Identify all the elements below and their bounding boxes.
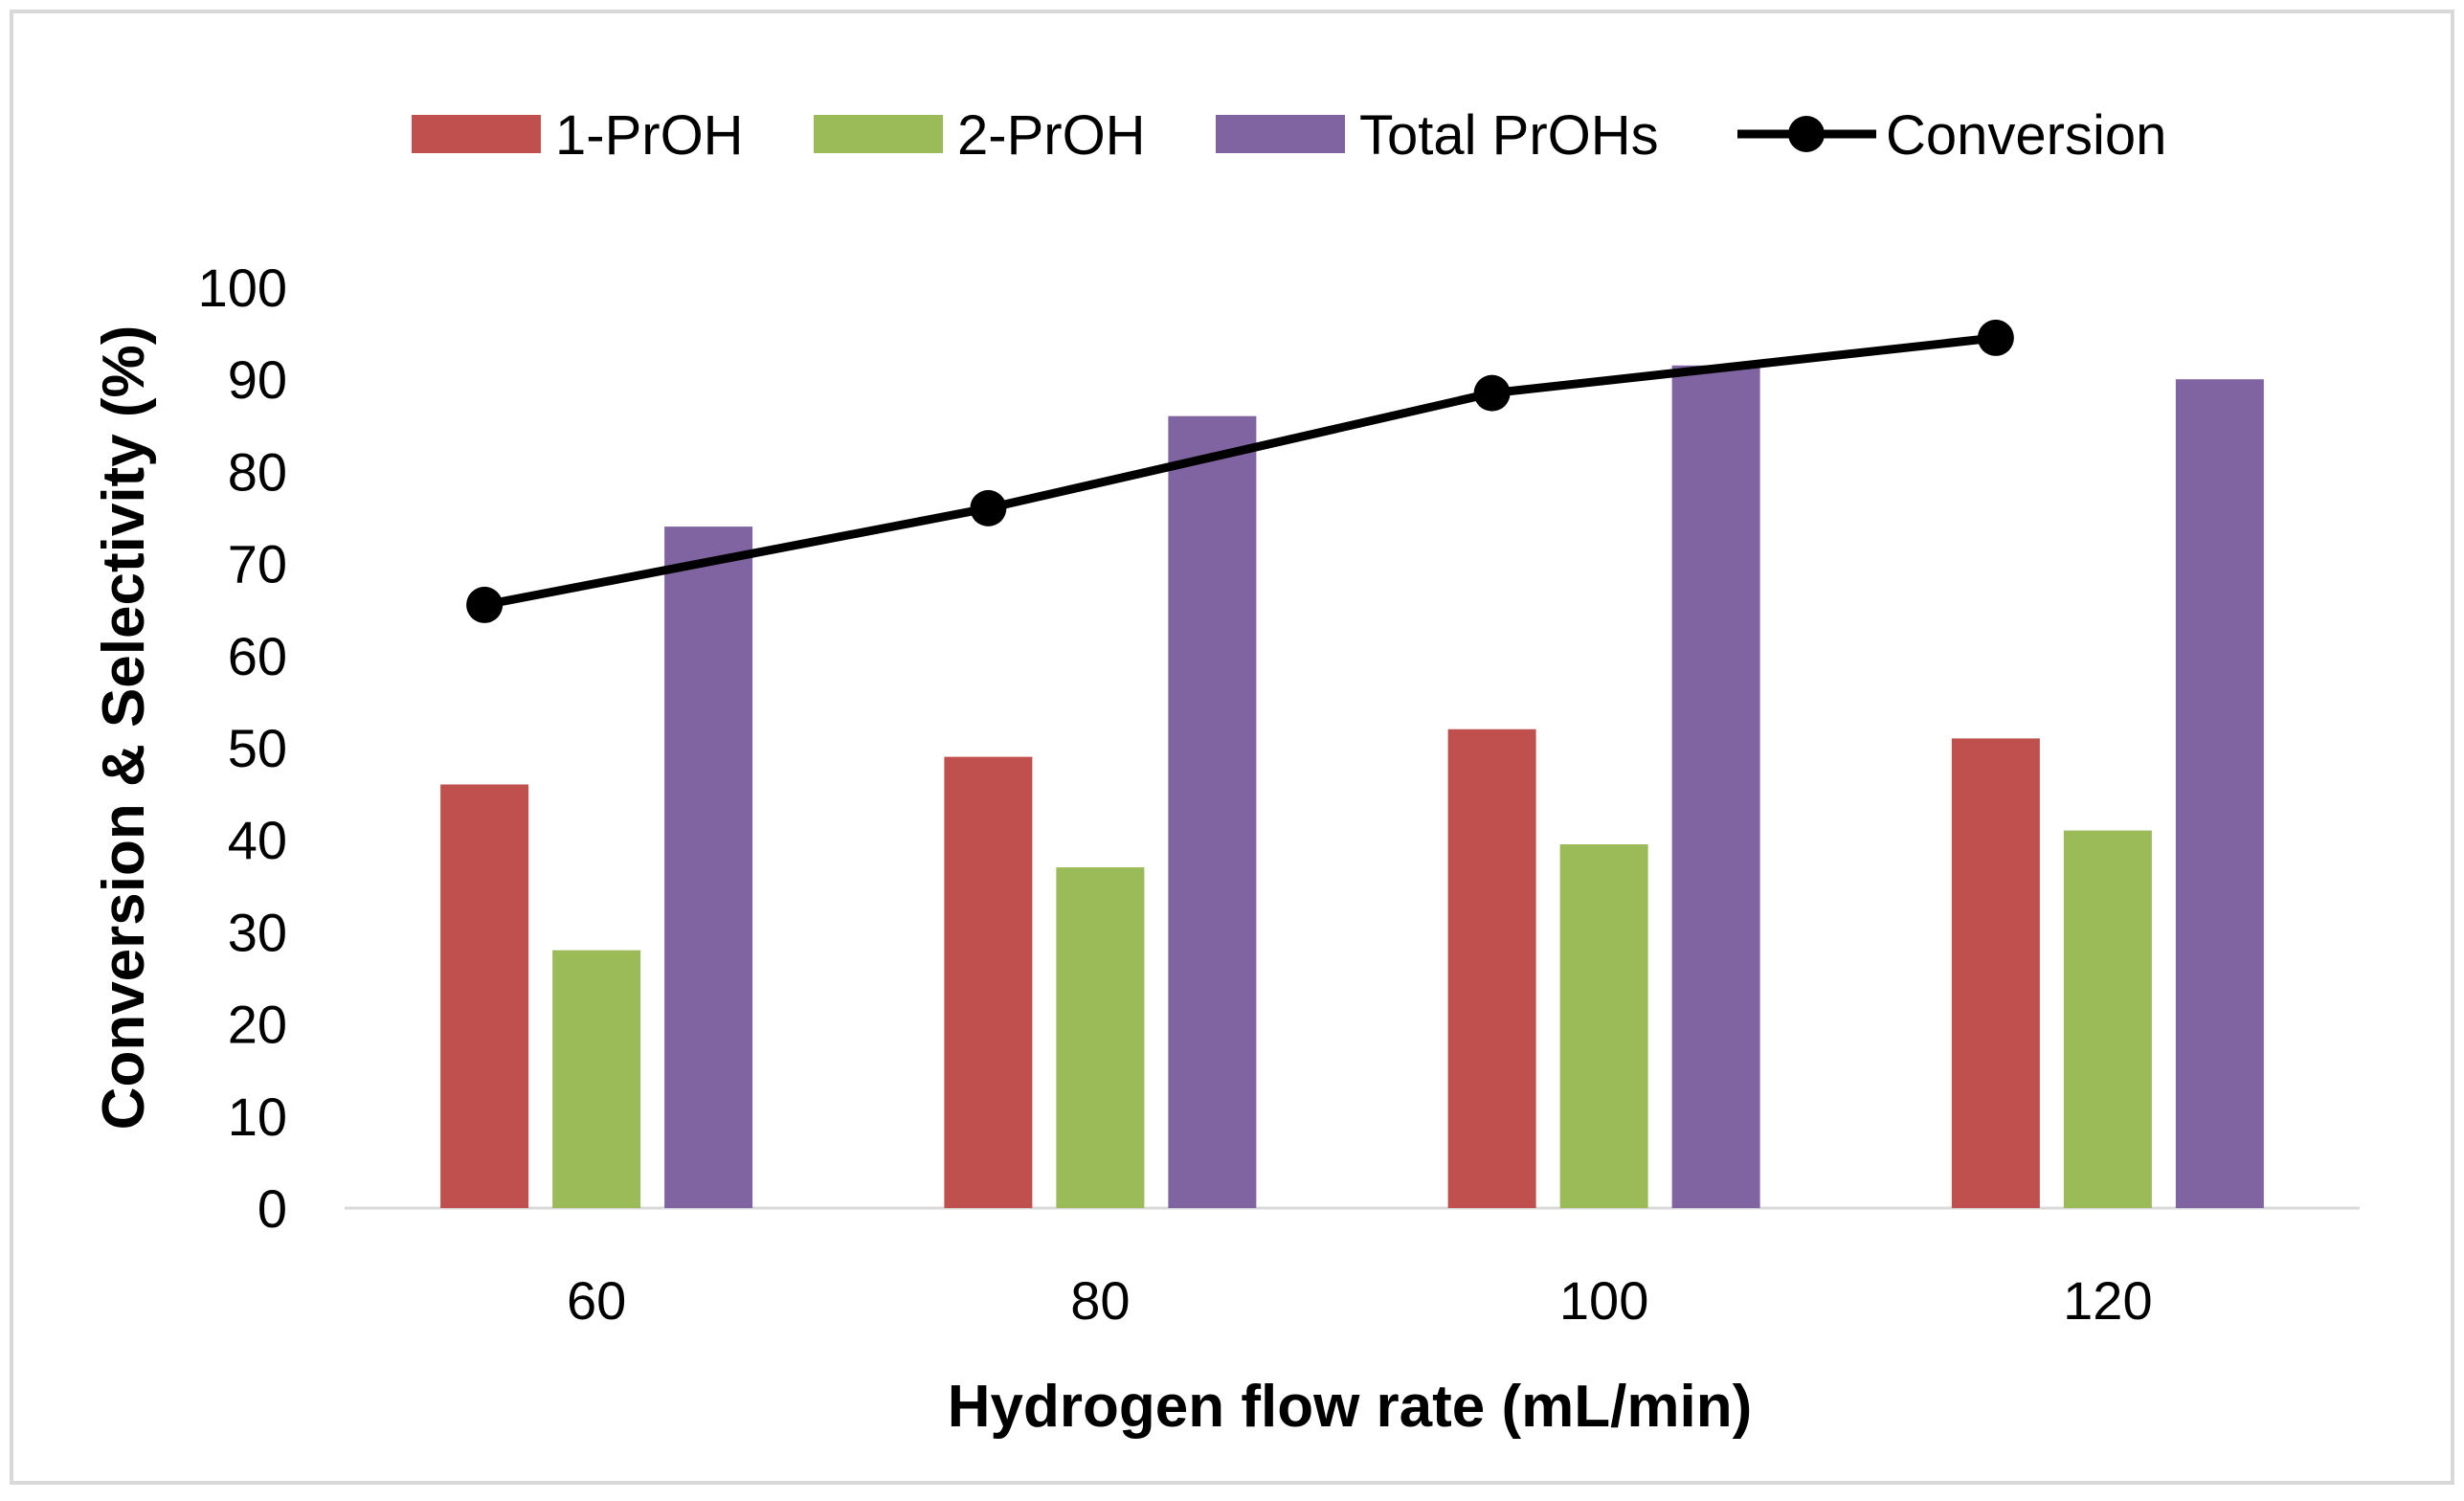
conversion-marker-60 <box>466 586 504 623</box>
x-axis-ticks: 60 80 100 120 <box>567 1270 2153 1331</box>
bar-2-proh-100 <box>1559 844 1648 1208</box>
conversion-line <box>483 333 1997 610</box>
y-tick-label: 10 <box>228 1087 287 1147</box>
bar-total-prohs-120 <box>2175 379 2264 1208</box>
bars <box>440 365 2264 1208</box>
y-tick-label: 60 <box>228 626 287 686</box>
bar-1-proh-80 <box>944 756 1033 1208</box>
conversion-marker-120 <box>1977 319 2014 356</box>
legend-swatch-2-proh <box>814 115 943 153</box>
bar-total-prohs-80 <box>1168 415 1257 1208</box>
x-tick-label: 60 <box>567 1270 626 1331</box>
legend-label: 1-PrOH <box>555 104 744 167</box>
bar-1-proh-120 <box>1951 738 2040 1208</box>
x-tick-label: 100 <box>1559 1270 1648 1331</box>
bar-2-proh-60 <box>552 950 641 1208</box>
legend-marker-conversion <box>1788 116 1825 152</box>
legend-swatch-1-proh <box>412 115 541 153</box>
bar-2-proh-80 <box>1056 867 1145 1208</box>
bar-1-proh-60 <box>440 784 529 1208</box>
legend-label: Total PrOHs <box>1359 104 1659 167</box>
y-tick-label: 100 <box>198 258 287 318</box>
bar-total-prohs-100 <box>1671 365 1760 1208</box>
legend-label: Conversion <box>1886 104 2166 167</box>
x-tick-label: 80 <box>1070 1270 1130 1331</box>
conversion-marker-80 <box>970 489 1007 526</box>
y-axis-ticks: 0 10 20 30 40 50 60 70 80 90 100 <box>198 258 287 1239</box>
conversion-series <box>466 319 2014 623</box>
conversion-marker-100 <box>1473 374 1511 412</box>
legend: 1-PrOH 2-PrOH Total PrOHs Conversion <box>412 104 2166 167</box>
y-tick-label: 20 <box>228 995 287 1055</box>
x-tick-label: 120 <box>2063 1270 2152 1331</box>
y-tick-label: 0 <box>258 1178 287 1239</box>
y-axis-title: Conversion & Selectivity (%) <box>91 325 157 1131</box>
y-tick-label: 30 <box>228 902 287 962</box>
bar-total-prohs-60 <box>664 526 753 1208</box>
legend-label: 2-PrOH <box>957 104 1146 167</box>
x-axis-title: Hydrogen flow rate (mL/min) <box>948 1374 1752 1440</box>
y-tick-label: 80 <box>228 441 287 502</box>
y-tick-label: 40 <box>228 810 287 870</box>
bar-1-proh-100 <box>1447 728 1536 1208</box>
legend-swatch-total-prohs <box>1216 115 1345 153</box>
bar-2-proh-120 <box>2063 830 2152 1208</box>
y-tick-label: 90 <box>228 349 287 410</box>
y-tick-label: 50 <box>228 718 287 778</box>
y-tick-label: 70 <box>228 534 287 594</box>
